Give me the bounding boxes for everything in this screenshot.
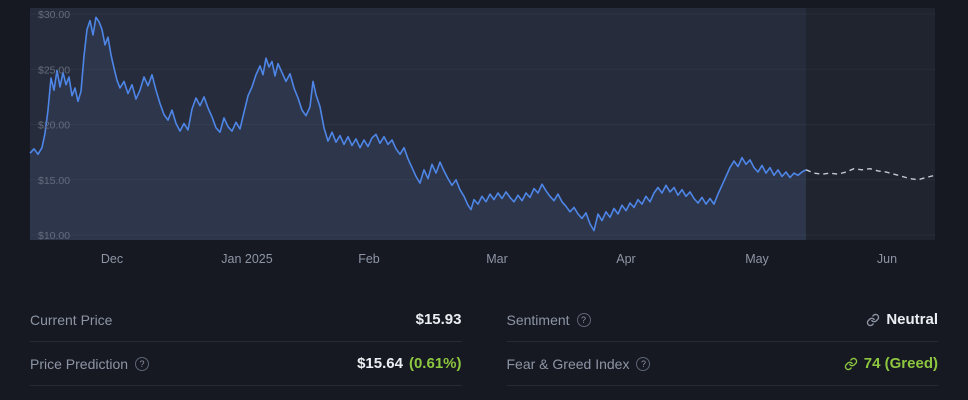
svg-text:$15.00: $15.00 [38,175,70,187]
svg-text:Jun: Jun [877,252,897,266]
svg-text:May: May [745,252,769,266]
stats-left-column: Current Price $15.93 Price Prediction ? … [30,298,462,386]
svg-text:Dec: Dec [101,252,123,266]
price-prediction-label: Price Prediction [30,355,129,372]
svg-text:Mar: Mar [486,252,508,266]
svg-text:Jan 2025: Jan 2025 [221,252,272,266]
sentiment-value: Neutral [886,311,938,328]
stats-right-column: Sentiment ? Neutral Fear & Greed Index [506,298,938,386]
current-price-label: Current Price [30,311,113,328]
price-chart-svg[interactable]: $30.00 $25.00 $20.00 $15.00 $10.00 Dec Jan 202… [0,0,968,272]
help-icon[interactable]: ? [135,356,150,371]
price-prediction-change: (0.61%) [408,355,462,372]
sentiment-link[interactable]: Neutral [866,311,938,328]
svg-text:Apr: Apr [616,252,635,266]
svg-text:Feb: Feb [358,252,380,266]
stat-fear-greed: Fear & Greed Index ? 74 (Greed) [506,342,938,386]
current-price-value: $15.93 [415,311,462,328]
stats-panel: Current Price $15.93 Price Prediction ? … [0,298,968,386]
fear-greed-label: Fear & Greed Index [506,355,630,372]
svg-text:$20.00: $20.00 [38,120,70,132]
svg-text:$10.00: $10.00 [38,230,70,242]
fear-greed-link[interactable]: 74 (Greed) [844,355,938,372]
help-icon[interactable]: ? [576,312,591,327]
stat-sentiment: Sentiment ? Neutral [506,298,938,342]
link-icon [844,357,858,371]
svg-text:$25.00: $25.00 [38,64,70,76]
link-icon [866,313,880,327]
stat-current-price: Current Price $15.93 [30,298,462,342]
price-chart[interactable]: $30.00 $25.00 $20.00 $15.00 $10.00 Dec Jan 202… [0,0,968,272]
svg-text:$30.00: $30.00 [38,9,70,21]
stat-price-prediction: Price Prediction ? $15.64 (0.61%) [30,342,462,386]
sentiment-label: Sentiment [506,311,570,328]
fear-greed-value: 74 (Greed) [863,355,938,372]
help-icon[interactable]: ? [636,356,651,371]
price-prediction-value: $15.64 [357,355,403,372]
